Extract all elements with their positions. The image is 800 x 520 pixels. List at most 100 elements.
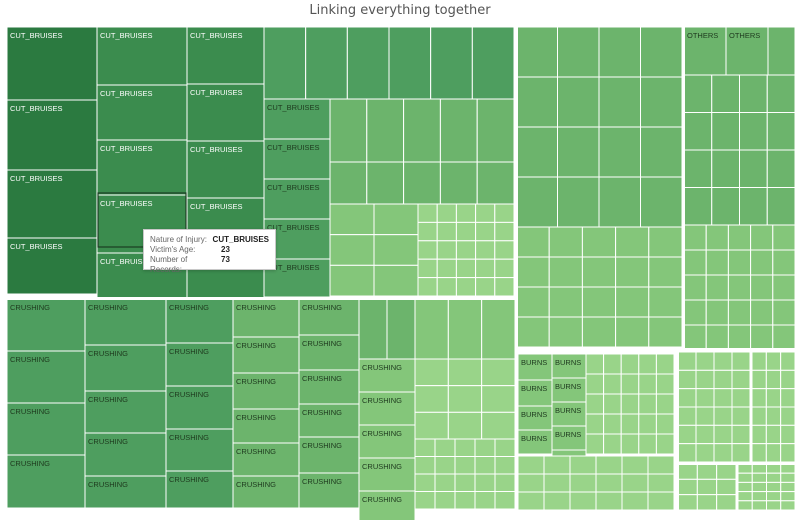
treemap-cell[interactable] xyxy=(780,472,796,483)
treemap-cell[interactable] xyxy=(751,491,767,502)
treemap-cell[interactable] xyxy=(474,438,496,457)
treemap-cell[interactable] xyxy=(615,226,650,258)
treemap-cell[interactable] xyxy=(621,491,649,511)
treemap-cell[interactable] xyxy=(494,258,515,279)
treemap-cell-crushing[interactable] xyxy=(358,490,416,520)
treemap-cell[interactable] xyxy=(765,406,782,426)
treemap-cell[interactable] xyxy=(731,351,751,371)
treemap-cell[interactable] xyxy=(780,463,796,474)
treemap-cell[interactable] xyxy=(557,26,600,78)
treemap-cell[interactable] xyxy=(765,369,782,390)
treemap-cell[interactable] xyxy=(677,478,698,496)
treemap-cell[interactable] xyxy=(677,463,698,480)
treemap-cell[interactable] xyxy=(439,161,478,205)
treemap-cell[interactable] xyxy=(750,224,774,251)
treemap-cell[interactable] xyxy=(621,455,649,475)
treemap-cell-crushing[interactable] xyxy=(358,391,416,426)
treemap-cell[interactable] xyxy=(515,316,550,348)
treemap-cell[interactable] xyxy=(603,413,622,435)
treemap-cell[interactable] xyxy=(494,491,516,510)
treemap-cell-cut_bruises[interactable] xyxy=(186,83,265,142)
treemap-cell[interactable] xyxy=(476,161,515,205)
treemap-cell[interactable] xyxy=(647,473,675,493)
treemap-cell[interactable] xyxy=(417,258,438,279)
treemap-cell[interactable] xyxy=(595,473,623,493)
treemap-cell[interactable] xyxy=(683,299,707,326)
treemap-cell[interactable] xyxy=(620,353,640,375)
treemap-cell[interactable] xyxy=(603,353,622,375)
treemap-cell[interactable] xyxy=(455,277,477,297)
treemap-cell[interactable] xyxy=(581,286,617,318)
treemap-cell[interactable] xyxy=(515,126,558,178)
treemap-cell-crushing[interactable] xyxy=(298,369,360,405)
treemap-cell[interactable] xyxy=(417,203,438,223)
treemap-cell[interactable] xyxy=(713,369,733,390)
treemap-cell[interactable] xyxy=(455,240,477,260)
treemap-cell[interactable] xyxy=(713,351,733,371)
treemap-cell[interactable] xyxy=(417,221,438,242)
treemap-cell[interactable] xyxy=(713,443,733,463)
treemap-cell-crushing[interactable] xyxy=(84,390,167,434)
treemap-cell-crushing[interactable] xyxy=(165,470,234,509)
treemap-cell[interactable] xyxy=(727,274,752,301)
treemap-cell[interactable] xyxy=(739,187,768,226)
treemap-cell[interactable] xyxy=(766,481,782,493)
treemap-cell[interactable] xyxy=(648,286,683,318)
treemap-cell[interactable] xyxy=(640,76,683,128)
treemap-cell[interactable] xyxy=(655,393,675,415)
treemap-cell[interactable] xyxy=(434,473,456,492)
treemap-cell[interactable] xyxy=(346,26,390,100)
treemap-cell[interactable] xyxy=(595,491,623,511)
treemap-cell[interactable] xyxy=(766,472,782,483)
treemap-cell[interactable] xyxy=(731,406,751,426)
treemap-cell[interactable] xyxy=(373,264,419,297)
treemap-cell[interactable] xyxy=(713,424,733,445)
treemap-cell[interactable] xyxy=(695,406,715,426)
treemap-cell[interactable] xyxy=(569,455,597,475)
treemap-cell[interactable] xyxy=(780,443,796,463)
treemap-cell[interactable] xyxy=(648,226,683,258)
treemap-cell[interactable] xyxy=(765,351,782,371)
treemap-cell[interactable] xyxy=(557,126,600,178)
treemap-cell[interactable] xyxy=(638,393,657,415)
treemap-cell[interactable] xyxy=(414,358,449,387)
treemap-cell[interactable] xyxy=(615,286,650,318)
treemap-cell[interactable] xyxy=(329,264,375,297)
treemap-cell[interactable] xyxy=(454,456,476,475)
treemap-cell[interactable] xyxy=(581,256,617,288)
treemap-cell[interactable] xyxy=(739,149,768,188)
treemap-cell[interactable] xyxy=(695,351,715,371)
treemap-cell[interactable] xyxy=(598,126,641,178)
treemap-cell[interactable] xyxy=(731,388,751,408)
treemap-cell[interactable] xyxy=(476,98,515,163)
treemap-cell[interactable] xyxy=(517,491,545,511)
treemap-cell[interactable] xyxy=(436,203,457,223)
treemap-cell[interactable] xyxy=(598,26,641,78)
treemap-cell[interactable] xyxy=(765,388,782,408)
treemap-cell[interactable] xyxy=(494,473,516,492)
treemap-cell[interactable] xyxy=(447,298,483,360)
treemap-cell-crushing[interactable] xyxy=(298,334,360,371)
treemap-cell-burns[interactable] xyxy=(517,379,553,407)
treemap-cell[interactable] xyxy=(766,500,782,511)
treemap-cell[interactable] xyxy=(648,256,683,288)
treemap-cell[interactable] xyxy=(585,413,605,435)
treemap-cell-cut_bruises[interactable] xyxy=(186,26,265,85)
treemap-cell[interactable] xyxy=(695,443,715,463)
treemap-cell[interactable] xyxy=(403,161,441,205)
treemap-cell-burns[interactable] xyxy=(551,353,587,379)
treemap-cell-crushing[interactable] xyxy=(358,424,416,459)
treemap-cell[interactable] xyxy=(711,112,740,151)
treemap-cell[interactable] xyxy=(750,324,774,351)
treemap-cell[interactable] xyxy=(677,443,697,463)
treemap-cell[interactable] xyxy=(772,224,796,251)
treemap-cell[interactable] xyxy=(414,411,449,440)
treemap-cell[interactable] xyxy=(640,26,683,78)
treemap-cell[interactable] xyxy=(373,234,419,266)
treemap-cell[interactable] xyxy=(366,161,405,205)
treemap-cell[interactable] xyxy=(766,149,796,188)
treemap-cell[interactable] xyxy=(373,203,419,236)
treemap-cell[interactable] xyxy=(543,491,571,511)
treemap-cell[interactable] xyxy=(471,26,515,100)
